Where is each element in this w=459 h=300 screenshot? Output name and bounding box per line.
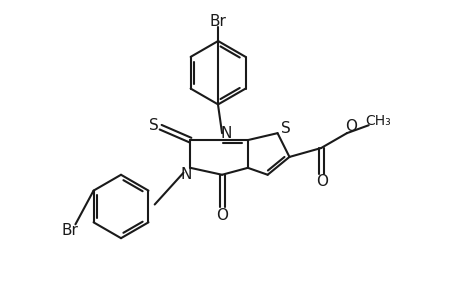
Text: Br: Br	[209, 14, 226, 29]
Text: O: O	[344, 119, 356, 134]
Text: CH₃: CH₃	[365, 114, 391, 128]
Text: S: S	[149, 118, 158, 133]
Text: N: N	[220, 126, 231, 141]
Text: Br: Br	[61, 223, 78, 238]
Text: N: N	[180, 167, 192, 182]
Text: O: O	[315, 174, 327, 189]
Text: S: S	[280, 121, 290, 136]
Text: O: O	[216, 208, 228, 223]
